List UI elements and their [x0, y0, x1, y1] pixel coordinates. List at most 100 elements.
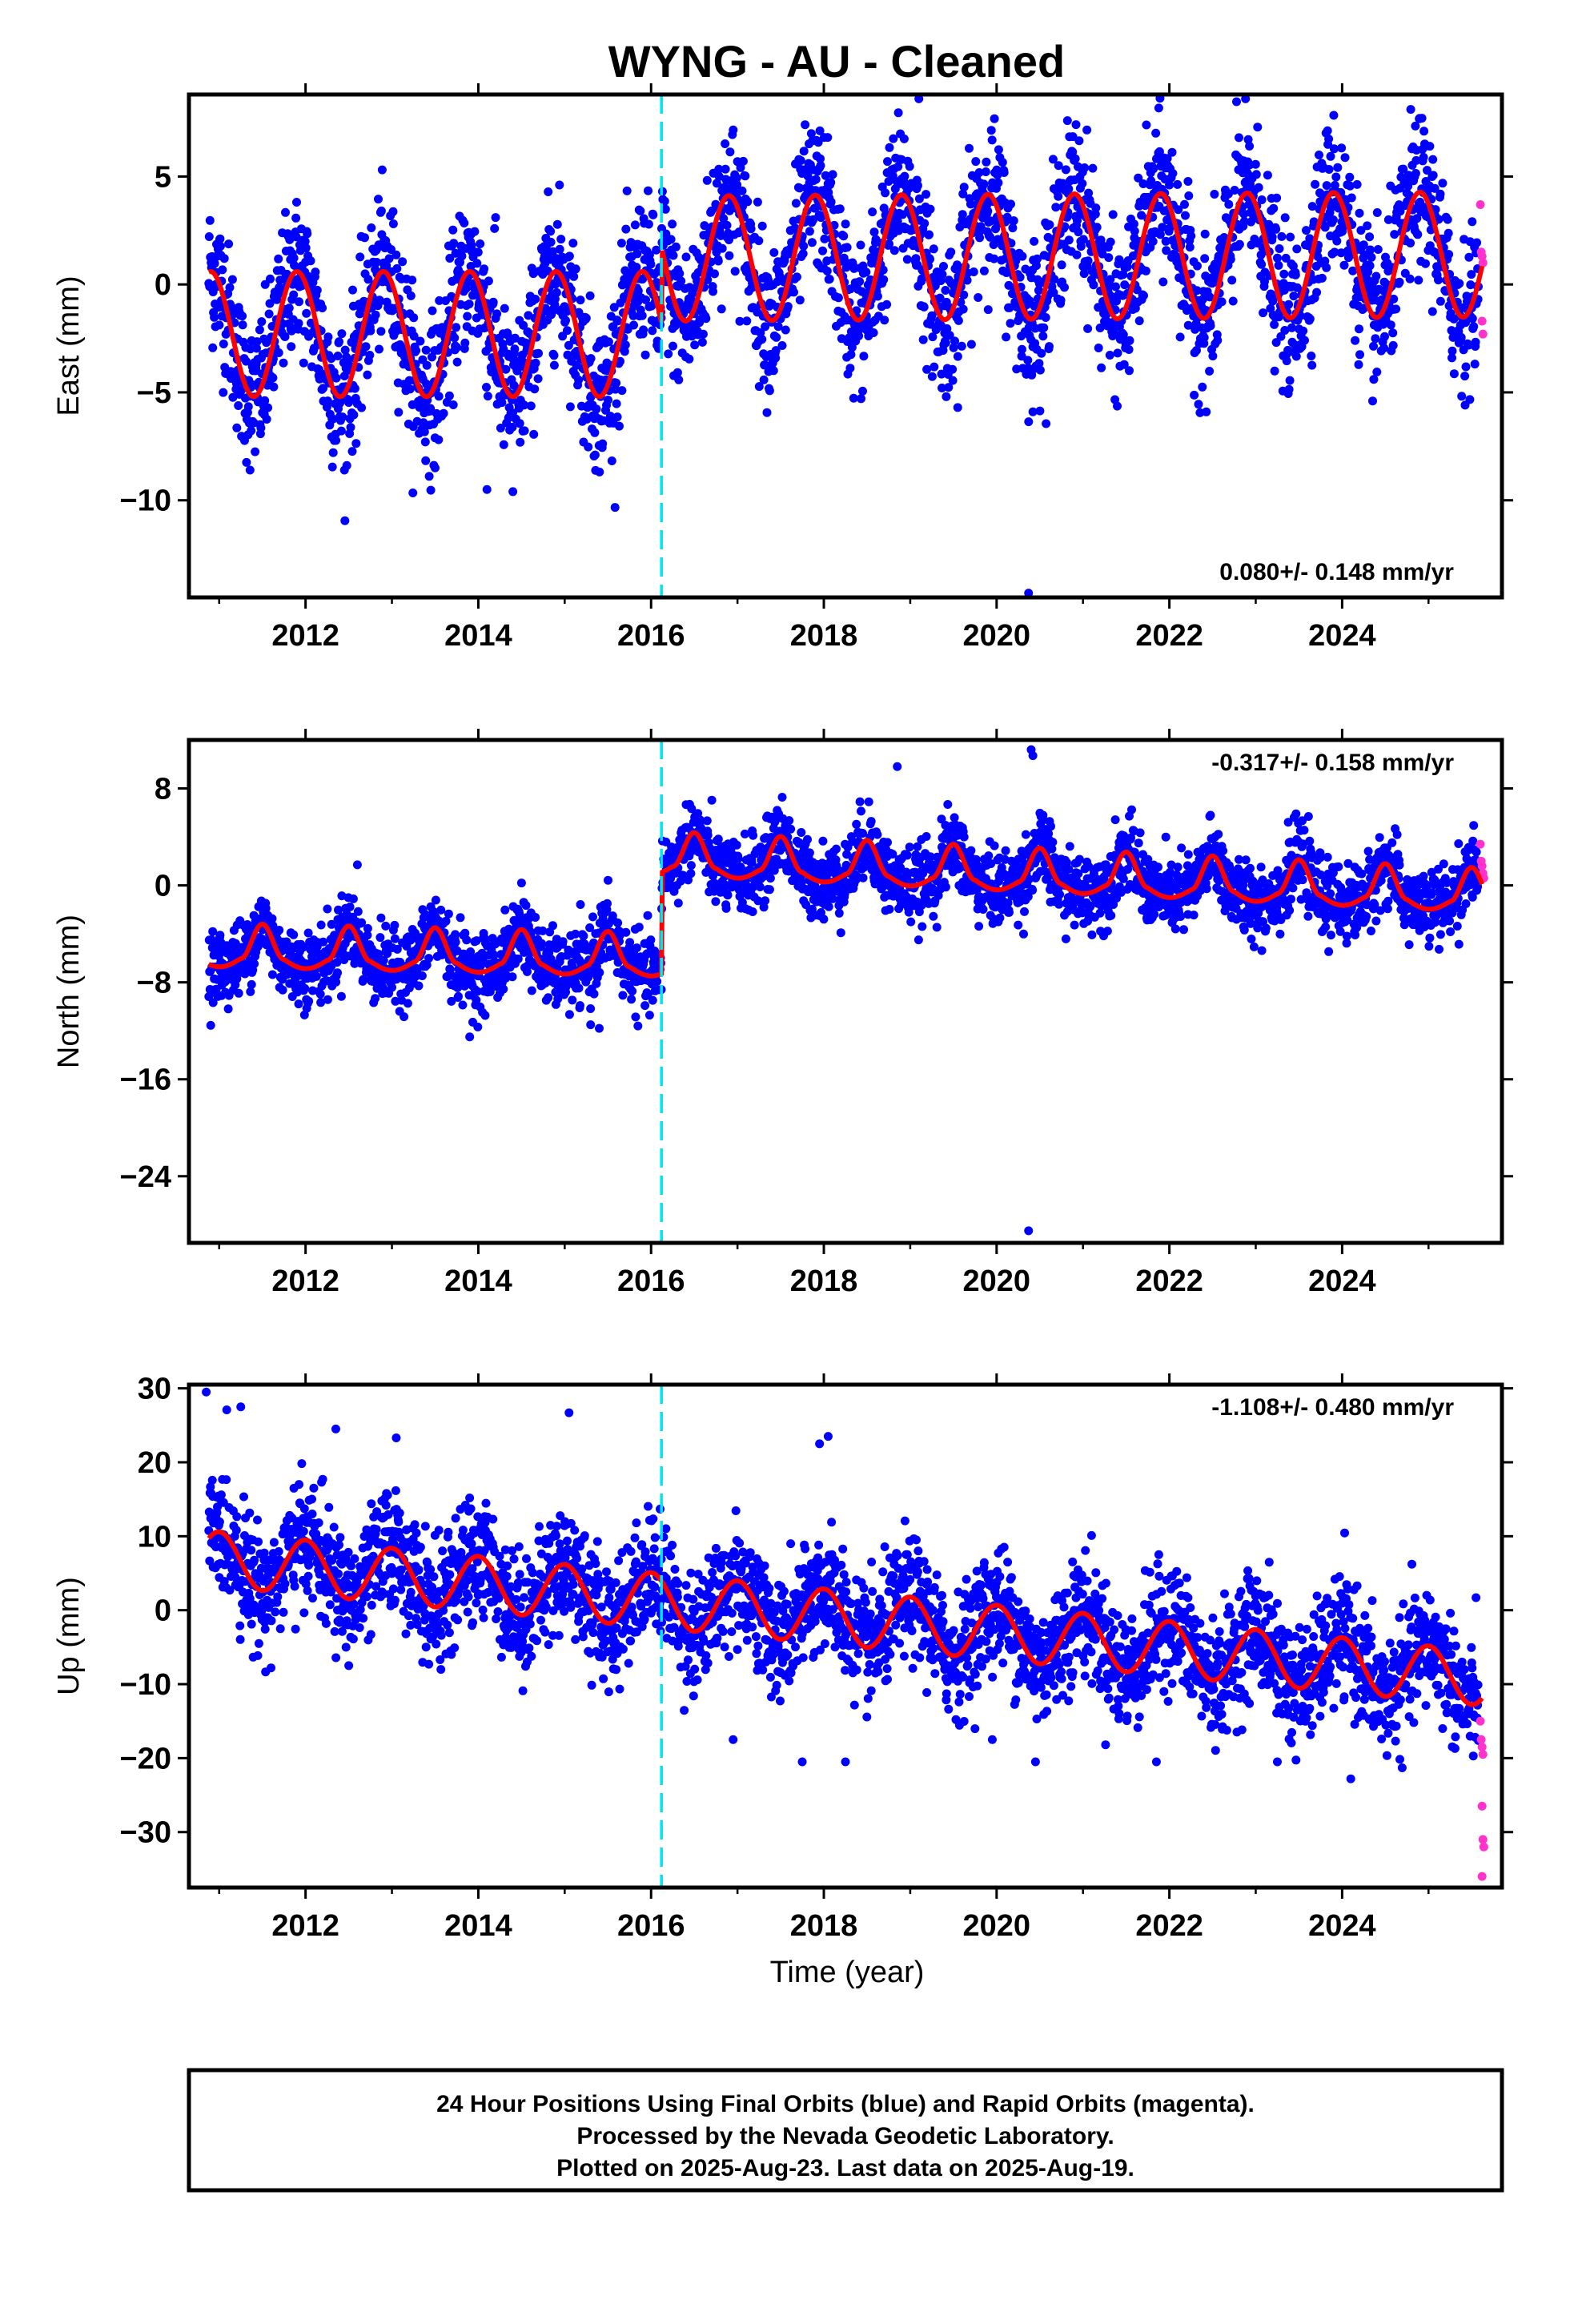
data-point: [299, 943, 308, 952]
data-point: [1354, 360, 1363, 369]
data-point: [284, 304, 294, 313]
data-point: [1200, 229, 1210, 239]
data-point: [323, 396, 332, 406]
data-point: [941, 286, 950, 295]
data-point: [701, 314, 711, 324]
data-point: [448, 400, 458, 409]
data-point: [1471, 337, 1480, 347]
data-point: [450, 333, 460, 343]
data-point: [1373, 245, 1383, 254]
data-point: [348, 894, 358, 903]
data-point: [938, 384, 946, 392]
data-point: [1097, 363, 1106, 372]
data-point: [347, 447, 357, 456]
data-point: [388, 207, 398, 216]
data-point: [761, 322, 770, 332]
data-point: [820, 234, 829, 243]
data-point: [1005, 303, 1014, 312]
data-point: [1106, 275, 1115, 284]
data-point: [1449, 369, 1459, 379]
data-point: [786, 824, 796, 834]
data-point: [620, 340, 630, 350]
data-point: [500, 905, 510, 915]
data-point: [604, 396, 612, 404]
data-point: [613, 316, 623, 326]
data-point: [975, 233, 985, 243]
data-point: [668, 219, 677, 229]
data-point: [398, 257, 408, 267]
data-point: [974, 168, 984, 177]
data-point: [374, 195, 383, 204]
outlier-point: [431, 463, 440, 472]
data-point: [208, 998, 218, 1007]
data-point: [1414, 275, 1423, 285]
data-point: [424, 472, 434, 481]
data-point: [375, 296, 385, 306]
data-point: [959, 183, 969, 192]
data-point: [238, 320, 247, 330]
data-point: [337, 329, 347, 339]
data-point: [476, 239, 485, 248]
data-point: [1038, 332, 1048, 341]
data-point: [219, 340, 228, 348]
data-point: [208, 343, 218, 352]
data-point: [452, 343, 462, 352]
data-point: [971, 157, 981, 167]
data-point: [576, 1001, 584, 1011]
data-point: [939, 262, 948, 271]
data-point: [458, 1000, 468, 1010]
data-point: [697, 337, 707, 347]
data-point: [1091, 203, 1101, 213]
data-point: [755, 883, 765, 891]
data-point: [1289, 292, 1299, 301]
data-point: [1359, 250, 1369, 259]
data-point: [1464, 252, 1474, 262]
rapid-orbit-point: [1477, 316, 1487, 326]
data-point: [644, 1011, 654, 1020]
data-point: [1395, 277, 1404, 287]
data-point: [391, 250, 401, 259]
data-point: [757, 335, 767, 344]
data-point: [552, 219, 562, 229]
data-point: [568, 239, 578, 248]
data-point: [1142, 120, 1151, 130]
data-point: [604, 337, 613, 347]
data-point: [462, 935, 472, 945]
data-point: [999, 168, 1009, 177]
data-point: [497, 398, 507, 408]
data-point: [1468, 314, 1477, 324]
data-point: [460, 928, 470, 938]
data-point: [791, 199, 801, 208]
data-point: [1292, 244, 1302, 254]
data-point: [1312, 287, 1322, 297]
data-point: [590, 450, 600, 460]
data-point: [300, 983, 310, 993]
data-point: [735, 316, 745, 326]
data-point: [928, 332, 938, 342]
data-point: [289, 253, 299, 263]
data-point: [1470, 360, 1480, 369]
data-point: [1315, 151, 1323, 159]
data-point: [799, 147, 809, 156]
data-point: [492, 309, 502, 319]
data-point: [1363, 221, 1372, 231]
plot-frame: [187, 92, 1504, 600]
data-point: [1399, 164, 1408, 174]
data-point: [392, 263, 402, 273]
velocity-rate-label: 0.080+/- 0.148 mm/yr: [1219, 559, 1454, 585]
data-point: [652, 336, 662, 346]
data-point: [1174, 205, 1183, 215]
data-point: [361, 342, 371, 352]
data-point: [765, 386, 774, 396]
data-point: [759, 375, 769, 384]
data-point: [1146, 176, 1156, 186]
data-point: [673, 368, 682, 377]
data-point: [1372, 208, 1382, 217]
data-point: [711, 897, 721, 907]
data-point: [267, 970, 277, 979]
data-point: [247, 426, 256, 436]
data-point: [644, 186, 652, 195]
data-point: [1108, 210, 1118, 219]
data-point: [1371, 334, 1380, 344]
data-point: [227, 275, 237, 284]
